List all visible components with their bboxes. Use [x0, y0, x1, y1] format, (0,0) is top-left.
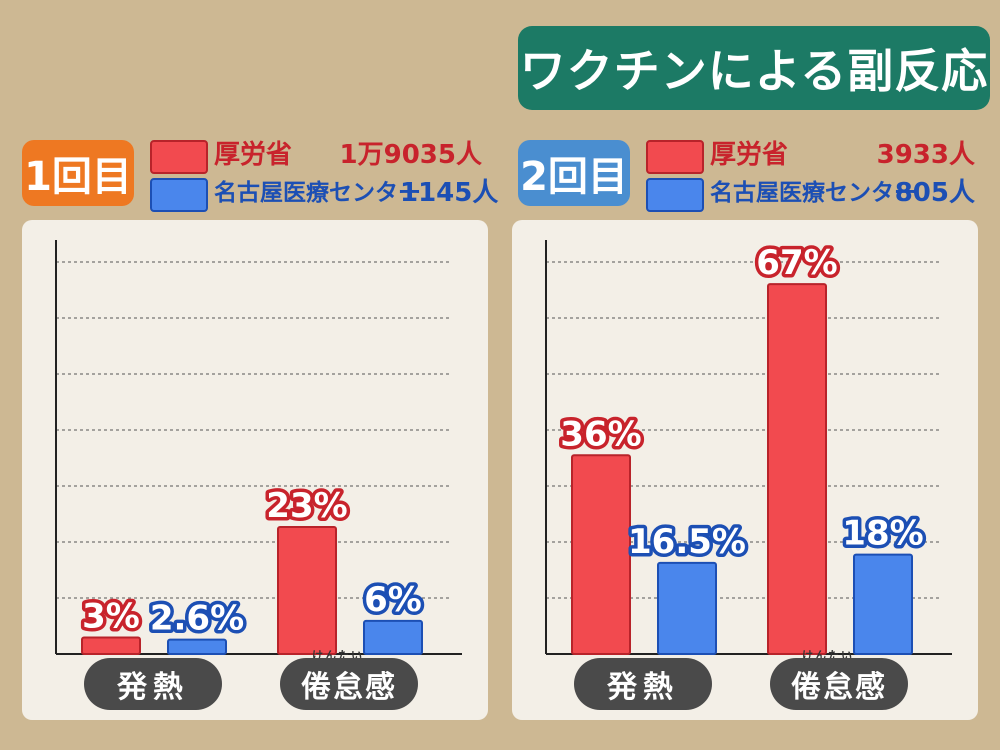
category-fatigue: 倦怠感 — [280, 658, 418, 710]
legend-count-nagoya: 1145人 — [400, 178, 499, 208]
bar-nagoya-fever — [657, 561, 717, 656]
bar-nagoya-fatigue — [853, 553, 913, 656]
data-label-mhlw-fatigue: 23% — [266, 486, 347, 526]
data-label-mhlw-fatigue: 67% — [756, 243, 837, 283]
chart-panel-1: 3% 2.6% 23% 6% — [22, 220, 488, 720]
round-2-badge: 2回目 — [518, 140, 630, 206]
data-label-nagoya-fatigue: 18% — [842, 514, 923, 554]
legend-label-nagoya: 名古屋医療センター — [710, 180, 917, 206]
bar-mhlw-fatigue — [767, 283, 827, 655]
data-label-nagoya-fever: 16.5% — [628, 522, 746, 562]
legend-swatch-nagoya — [646, 178, 704, 212]
category-fatigue: 倦怠感 — [770, 658, 908, 710]
bar-nagoya-fever — [167, 638, 227, 656]
bar-mhlw-fever — [81, 636, 141, 656]
bar-mhlw-fever — [571, 454, 631, 655]
legend-count-nagoya: 805人 — [894, 178, 975, 208]
legend-count-mhlw: 1万9035人 — [339, 140, 482, 170]
legend-count-mhlw: 3933人 — [876, 140, 975, 170]
data-label-mhlw-fever: 3% — [82, 596, 140, 636]
bar-chart-1: 3% 2.6% 23% 6% — [55, 240, 462, 656]
legend-label-mhlw: 厚労省 — [710, 140, 789, 170]
chart-panel-2: 36% 16.5% 67% 18% — [512, 220, 978, 720]
round-1-badge: 1回目 — [22, 140, 134, 206]
legend-swatch-mhlw — [646, 140, 704, 174]
legend-swatch-nagoya — [150, 178, 208, 212]
legend-label-mhlw: 厚労省 — [214, 140, 293, 170]
category-fever: 発熱 — [84, 658, 222, 710]
data-label-nagoya-fever: 2.6% — [150, 599, 244, 639]
data-label-nagoya-fatigue: 6% — [364, 580, 422, 620]
chart-title: ワクチンによる副反応 — [518, 26, 990, 110]
bar-chart-2: 36% 16.5% 67% 18% — [545, 240, 952, 656]
data-label-mhlw-fever: 36% — [560, 414, 641, 454]
legend-label-nagoya: 名古屋医療センター — [214, 180, 421, 206]
bar-mhlw-fatigue — [277, 526, 337, 656]
legend-swatch-mhlw — [150, 140, 208, 174]
category-fever: 発熱 — [574, 658, 712, 710]
bar-nagoya-fatigue — [363, 619, 423, 656]
